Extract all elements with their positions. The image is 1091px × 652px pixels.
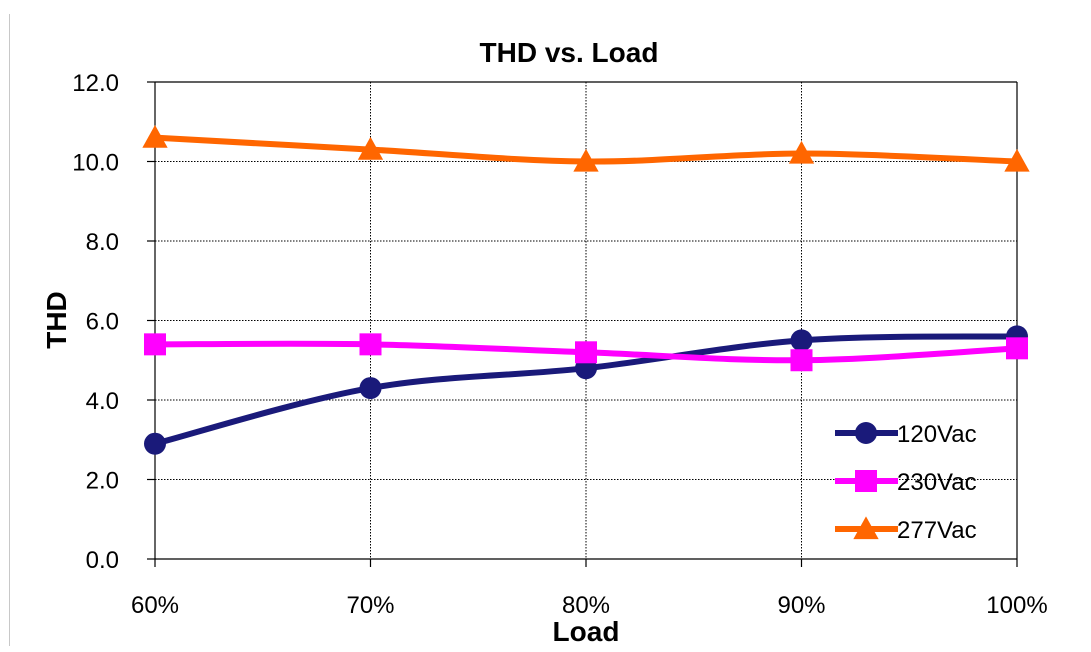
y-tick-label: 0.0: [86, 547, 119, 574]
data-point: [573, 148, 599, 172]
x-axis-label: Load: [553, 616, 620, 647]
data-point: [357, 136, 384, 160]
data-point: [142, 125, 168, 148]
y-tick-label: 2.0: [86, 468, 119, 495]
legend-marker: [855, 470, 877, 492]
data-point: [790, 329, 813, 352]
y-axis-label: THD: [41, 291, 72, 349]
series-230Vac: [144, 333, 1028, 372]
data-point: [359, 333, 382, 356]
data-point: [359, 377, 382, 400]
data-point: [790, 349, 813, 372]
series-group: [142, 125, 1030, 455]
data-point: [144, 333, 166, 356]
x-tick-labels: 60% 70% 80% 90% 100%: [131, 592, 1048, 619]
y-tick-label: 4.0: [86, 388, 119, 415]
x-tick-label: 80%: [562, 592, 610, 619]
series-120Vac: [144, 325, 1028, 455]
legend-label: 230Vac: [897, 469, 977, 496]
legend-marker: [853, 516, 879, 540]
legend-item: 120Vac: [835, 421, 977, 448]
data-point: [788, 140, 815, 164]
legend: 120Vac 230Vac 277Vac: [835, 421, 977, 544]
legend-label: 277Vac: [897, 517, 977, 544]
legend-marker: [855, 422, 877, 444]
data-point: [1004, 148, 1030, 172]
x-tick-label: 70%: [346, 592, 394, 619]
data-point: [575, 341, 597, 364]
legend-item: 277Vac: [835, 516, 977, 544]
y-tick-label: 12.0: [72, 70, 119, 97]
chart-title: THD vs. Load: [480, 37, 659, 68]
series-277Vac: [142, 125, 1030, 172]
legend-item: 230Vac: [835, 469, 977, 496]
legend-label: 120Vac: [897, 421, 977, 448]
x-tick-label: 60%: [131, 592, 179, 619]
y-tick-label: 6.0: [86, 309, 119, 336]
x-tick-label: 100%: [986, 592, 1047, 619]
page-edge-rule: [9, 14, 10, 646]
data-point: [144, 432, 166, 455]
y-tick-labels: 0.0 2.0 4.0 6.0 8.0 10.0 12.0: [72, 70, 119, 574]
y-tick-label: 10.0: [72, 150, 119, 177]
y-tick-label: 8.0: [86, 229, 119, 256]
data-point: [1006, 337, 1028, 360]
x-tick-label: 90%: [777, 592, 825, 619]
